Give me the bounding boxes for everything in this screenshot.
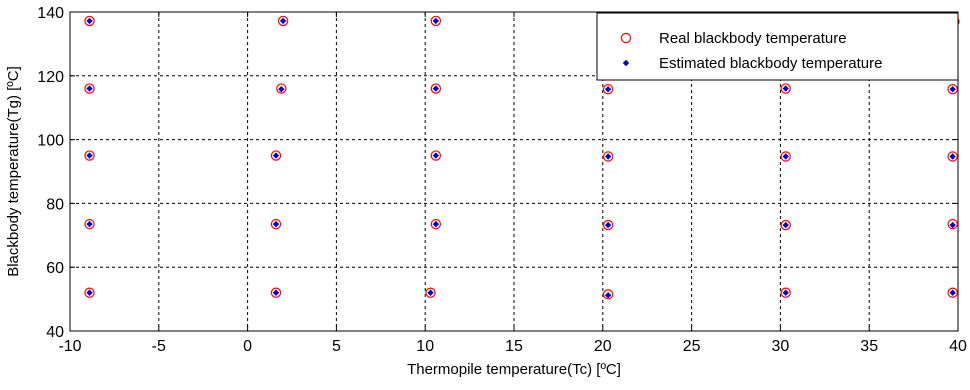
real-temperature-point xyxy=(270,287,282,298)
real-temperature-point xyxy=(947,83,958,95)
real-temperature-point xyxy=(780,83,791,94)
x-tick-label: 5 xyxy=(332,338,341,355)
real-temperature-point xyxy=(84,83,95,94)
real-temperature-point xyxy=(602,151,614,162)
real-temperature-point xyxy=(270,218,282,230)
real-temperature-point xyxy=(84,150,95,161)
estimated-temperature-point xyxy=(949,289,956,296)
estimated-temperature-point xyxy=(782,153,789,160)
real-temperature-point xyxy=(277,15,289,27)
estimated-temperature-point xyxy=(782,289,789,296)
real-temperature-point xyxy=(602,219,614,231)
estimated-temperature-point xyxy=(949,85,956,93)
legend: Real blackbody temperature Estimated bla… xyxy=(596,12,959,81)
real-temperature-point xyxy=(270,150,282,161)
estimated-temperature-point xyxy=(782,221,789,229)
x-tick-label: 20 xyxy=(594,338,612,355)
estimated-temperature-point xyxy=(86,85,93,92)
x-axis-ticks: -10 -5 0 5 10 15 20 25 30 35 40 xyxy=(58,12,967,355)
estimated-temperature-point xyxy=(604,85,612,93)
estimated-temperature-point xyxy=(604,292,612,299)
y-axis-ticks: 40 60 80 100 120 140 xyxy=(37,5,958,341)
real-temperature-point xyxy=(84,287,95,298)
estimated-temperature-point xyxy=(432,220,440,228)
estimated-temperature-point xyxy=(86,289,93,296)
real-temperature-point xyxy=(430,83,442,94)
estimated-temperature-point xyxy=(604,221,612,229)
estimated-temperature-point xyxy=(86,152,93,159)
real-temperature-point xyxy=(780,219,791,231)
estimated-temperature-point xyxy=(432,152,440,159)
x-axis-label: Thermopile temperature(Tc) [ºC] xyxy=(407,361,621,378)
real-temperature-point xyxy=(425,287,436,298)
estimated-temperature-point xyxy=(604,153,612,160)
estimated-temperature-point xyxy=(782,85,789,92)
x-tick-label: 40 xyxy=(949,338,967,355)
x-tick-label: 30 xyxy=(772,338,790,355)
real-temperature-point xyxy=(947,218,958,230)
estimated-temperature-point xyxy=(278,85,285,93)
estimated-temperature-point xyxy=(427,289,434,296)
estimated-temperature-point xyxy=(432,85,440,92)
real-temperature-point xyxy=(430,218,442,230)
x-tick-label: 25 xyxy=(683,338,701,355)
legend-marker-estimated xyxy=(622,59,630,67)
real-temperature-point xyxy=(276,83,287,94)
estimated-temperature-point xyxy=(86,220,93,228)
x-tick-label: 35 xyxy=(860,338,878,355)
legend-label-real: Real blackbody temperature xyxy=(659,30,847,47)
estimated-temperature-point xyxy=(86,17,93,25)
x-tick-label: 0 xyxy=(243,338,252,355)
estimated-temperature-point xyxy=(272,289,280,296)
y-tick-label: 60 xyxy=(46,260,64,277)
y-tick-label: 80 xyxy=(46,196,64,213)
y-tick-label: 120 xyxy=(37,69,64,86)
estimated-temperature-point xyxy=(272,152,280,159)
real-temperature-point xyxy=(84,15,95,27)
real-temperature-point xyxy=(947,287,958,298)
estimated-temperature-point xyxy=(949,153,956,160)
x-tick-label: 15 xyxy=(505,338,523,355)
estimated-temperature-point xyxy=(272,220,280,228)
real-temperature-point xyxy=(602,83,614,95)
y-tick-label: 100 xyxy=(37,133,64,150)
y-tick-label: 40 xyxy=(46,324,64,341)
real-temperature-point xyxy=(430,15,442,27)
y-tick-label: 140 xyxy=(37,5,64,22)
legend-marker-real xyxy=(620,32,632,44)
x-tick-label: -5 xyxy=(152,338,166,355)
legend-box xyxy=(596,12,959,81)
real-temperature-point xyxy=(430,150,442,161)
real-temperature-point xyxy=(84,218,95,230)
legend-label-estimated: Estimated blackbody temperature xyxy=(659,55,882,72)
real-temperature-point xyxy=(780,287,791,298)
x-tick-label: 10 xyxy=(416,338,434,355)
estimated-temperature-point xyxy=(279,17,287,25)
real-temperature-point xyxy=(947,151,958,162)
real-temperature-point xyxy=(602,289,614,300)
estimated-temperature-point xyxy=(432,17,440,25)
y-axis-label: Blackbody temperature(Tg) [ºC] xyxy=(5,66,22,277)
estimated-temperature-point xyxy=(949,221,956,229)
x-tick-label: -10 xyxy=(58,338,81,355)
real-temperature-point xyxy=(780,151,791,162)
